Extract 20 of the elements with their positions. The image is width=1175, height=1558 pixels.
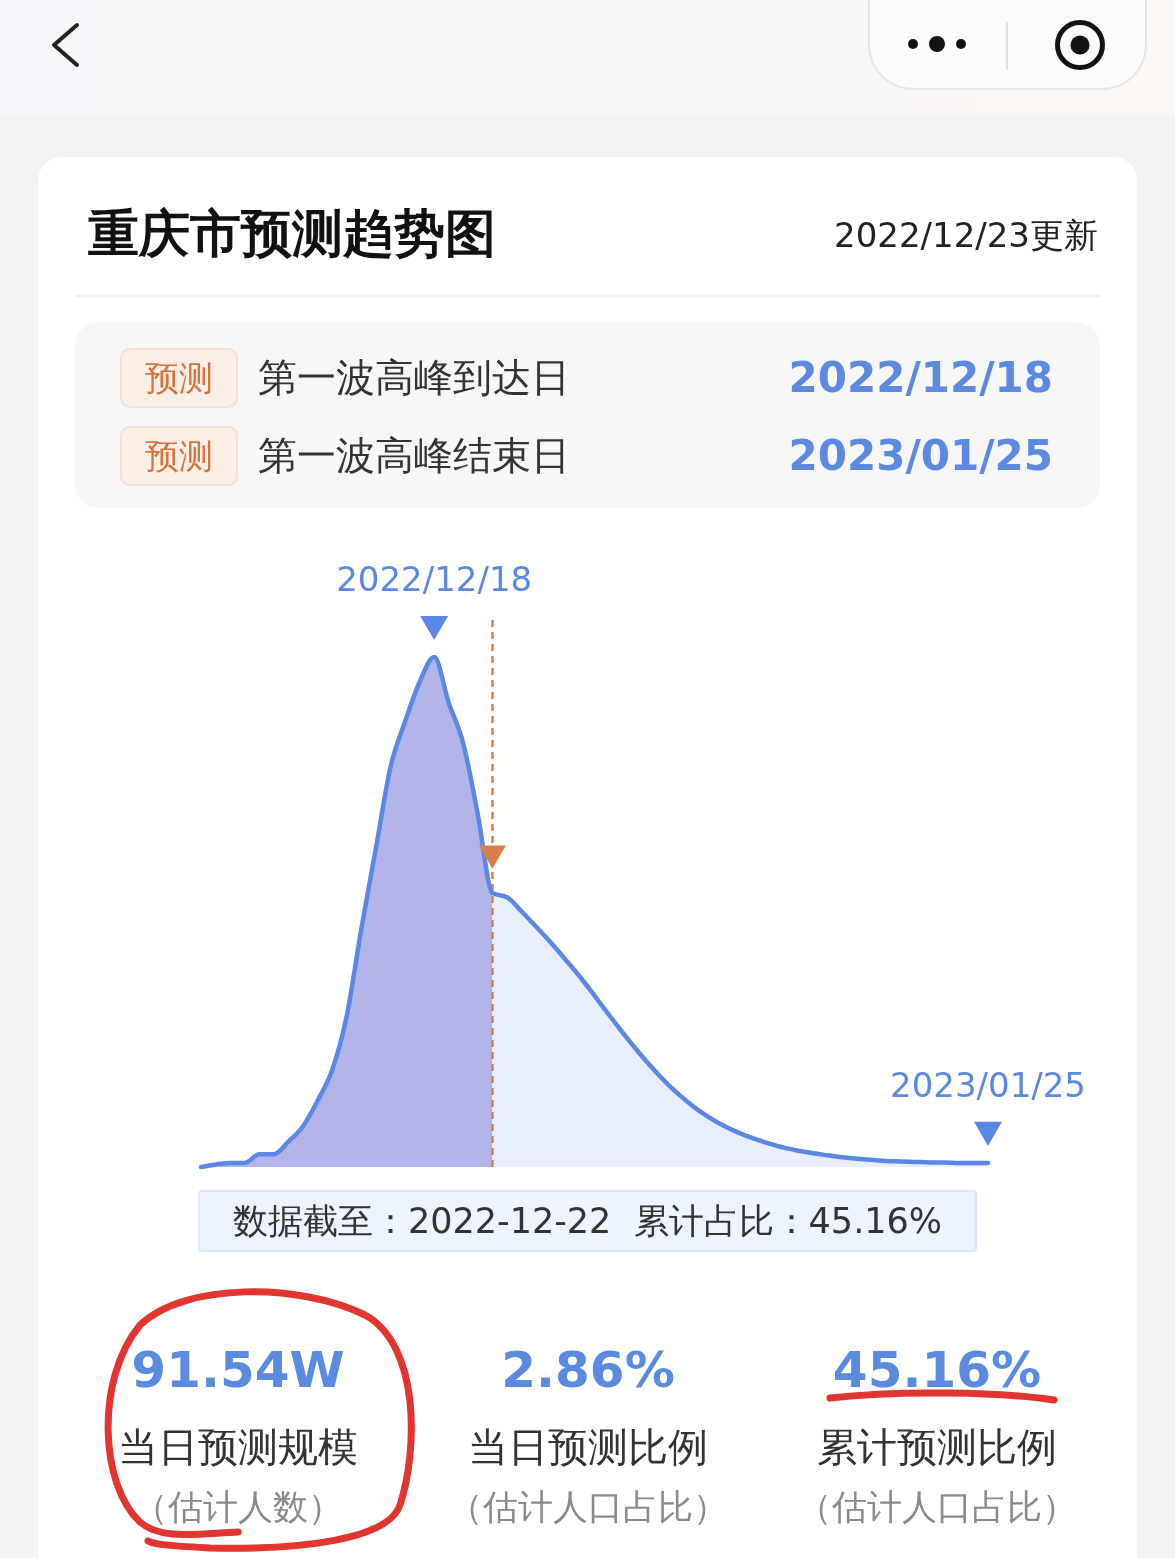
text: 2.86% bbox=[500, 1341, 676, 1399]
text: （估计人口占比） bbox=[447, 1487, 729, 1527]
text: 预测 bbox=[120, 348, 238, 408]
text: 第一波高峰结束日 bbox=[258, 433, 570, 478]
text: （估计人数） bbox=[132, 1487, 344, 1527]
text: 2023/01/25 bbox=[788, 431, 1053, 480]
text: 2022/12/18 bbox=[788, 353, 1053, 402]
chart-subtitle: 2022/12/23更新 bbox=[834, 215, 1098, 255]
text: 预测 bbox=[120, 426, 238, 486]
text: 累计预测比例 bbox=[816, 1424, 1058, 1470]
text: （估计人口占比） bbox=[796, 1487, 1078, 1527]
text: 第一波高峰到达日 bbox=[258, 355, 570, 400]
text: 当日预测规模 bbox=[117, 1424, 359, 1470]
annotation: 2023/01/25 bbox=[890, 1064, 1086, 1105]
text: 91.54W bbox=[130, 1341, 346, 1399]
chart-title: 重庆市预测趋势图 bbox=[88, 204, 496, 263]
text: 当日预测比例 bbox=[467, 1424, 709, 1470]
text: 数据截至：2022-12-22 累计占比：45.16% bbox=[198, 1190, 977, 1252]
text: 45.16% bbox=[831, 1341, 1043, 1399]
text: 2022/12/18 bbox=[336, 559, 533, 599]
